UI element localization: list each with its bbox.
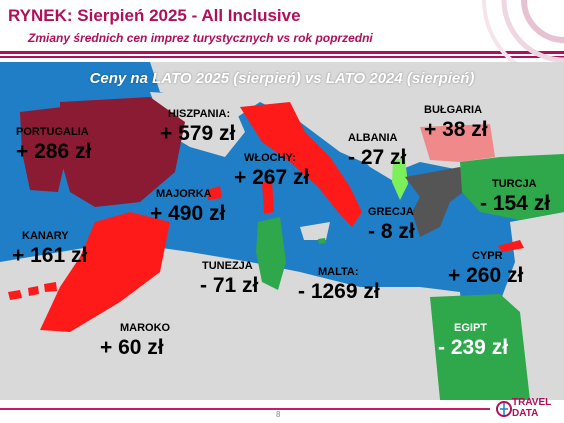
region-cypr xyxy=(498,240,524,252)
label-egipt: EGIPT - 239 zł xyxy=(438,322,509,359)
region-kanary-1 xyxy=(8,290,22,300)
label-wlochy: WŁOCHY: + 267 zł xyxy=(234,152,310,189)
label-majorka: MAJORKA + 490 zł xyxy=(150,188,226,225)
chart-title: Ceny na LATO 2025 (sierpień) vs LATO 202… xyxy=(89,70,475,87)
logo-text: TRAVEL DATA xyxy=(512,397,552,419)
slide-title: RYNEK: Sierpień 2025 - All Inclusive xyxy=(8,6,301,25)
label-malta: MALTA: - 1269 zł xyxy=(298,266,380,303)
travel-data-logo: TRAVEL DATA xyxy=(496,396,562,422)
logo-globe-icon xyxy=(496,401,512,417)
map-area xyxy=(0,62,564,400)
region-maroko xyxy=(40,212,170,332)
region-albania xyxy=(392,158,408,200)
region-portugalia xyxy=(20,107,66,192)
region-kanary-3 xyxy=(44,282,57,292)
region-grecja xyxy=(405,167,470,237)
region-bulgaria xyxy=(420,124,495,162)
label-grecja: GRECJA - 8 zł xyxy=(368,206,415,243)
header-rule-top xyxy=(0,51,564,54)
label-maroko: MAROKO + 60 zł xyxy=(100,322,171,359)
region-malta xyxy=(318,238,326,244)
land-balkans xyxy=(320,102,410,182)
label-turcja: TURCJA - 154 zł xyxy=(480,178,551,215)
region-hiszpania xyxy=(60,97,185,207)
header-rule-bottom xyxy=(0,56,564,58)
region-majorka xyxy=(206,186,222,200)
land-france xyxy=(150,92,245,157)
label-hiszpania: HISZPANIA: + 579 zł xyxy=(160,108,236,145)
region-turcja xyxy=(460,154,564,220)
label-albania: ALBANIA - 27 zł xyxy=(348,132,407,169)
page-number: 8 xyxy=(276,410,281,419)
region-egipt xyxy=(430,294,530,400)
slide-subtitle: Zmiany średnich cen imprez turystycznych… xyxy=(28,31,373,45)
region-sycylia xyxy=(300,222,330,240)
europe-map xyxy=(0,62,564,400)
slide-header: RYNEK: Sierpień 2025 - All Inclusive Zmi… xyxy=(0,0,564,58)
label-bulgaria: BUŁGARIA + 38 zł xyxy=(424,104,488,141)
label-tunezja: TUNEZJA - 71 zł xyxy=(200,260,259,297)
region-kanary-2 xyxy=(28,286,39,296)
region-sardynia xyxy=(262,180,274,214)
label-kanary: KANARY + 161 zł xyxy=(12,230,88,267)
region-tunezja xyxy=(256,217,286,290)
label-cypr: CYPR + 260 zł xyxy=(448,250,524,287)
region-wlochy xyxy=(240,102,362,227)
label-portugalia: PORTUGALIA + 286 zł xyxy=(16,126,92,163)
footer-rule xyxy=(0,408,490,410)
